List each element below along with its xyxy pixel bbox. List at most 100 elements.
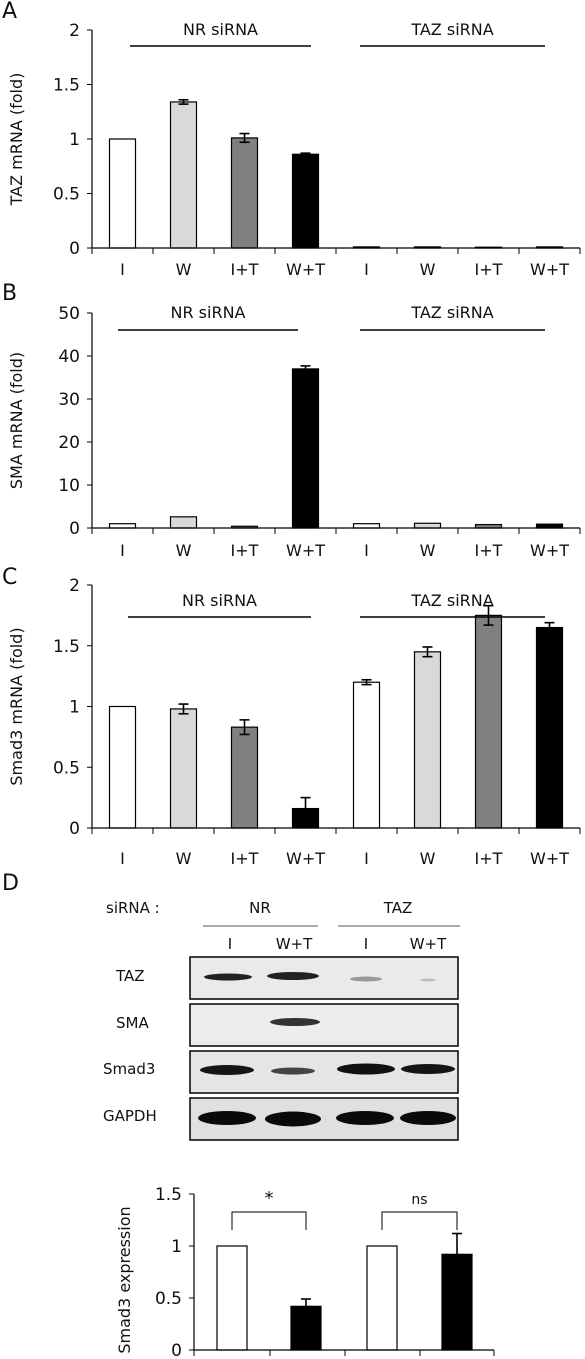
- chart-b: 0 10 20 30 40 50 I W I+T W+T I W I+T W+T SMA mRNA (fo…: [7, 303, 581, 560]
- blot-lane-label-4: W+T: [410, 935, 447, 953]
- bar: [352, 681, 381, 829]
- x-category-label: W+T: [286, 260, 325, 279]
- chart-b-group-label-taz: TAZ siRNA: [410, 303, 493, 322]
- x-category-label: W+T: [530, 541, 569, 560]
- x-category-label: I: [364, 260, 369, 279]
- x-category-label: I: [120, 260, 125, 279]
- blot-band: [336, 1111, 394, 1125]
- bar: [108, 705, 137, 829]
- y-tick-label: 0.5: [53, 185, 80, 205]
- blot-row-label-smad3: Smad3: [103, 1060, 155, 1078]
- bar: [441, 1253, 473, 1351]
- bar: [108, 523, 137, 529]
- blot-band: [204, 973, 252, 981]
- y-tick-label: 1: [69, 698, 80, 718]
- x-category-label: W: [176, 849, 192, 868]
- bar: [169, 101, 198, 249]
- y-tick-label: 1: [171, 1237, 182, 1257]
- y-tick-label: 10: [58, 476, 80, 496]
- y-tick-label: 1.5: [155, 1185, 182, 1205]
- chart-a-group-label-nr: NR siRNA: [183, 20, 258, 39]
- western-blot: siRNA : NR TAZ I W+T I W+T TAZ SMA Smad3…: [103, 899, 460, 1141]
- x-category-label: W+T: [286, 849, 325, 868]
- blot-band: [420, 978, 436, 982]
- blot-row-label-sma: SMA: [116, 1014, 149, 1032]
- x-category-label: W: [420, 541, 436, 560]
- y-tick-label: 1.5: [53, 637, 80, 657]
- blot-band: [271, 1067, 315, 1075]
- x-category-label: I+T: [231, 260, 259, 279]
- x-category-label: W: [176, 541, 192, 560]
- bar: [290, 1305, 322, 1351]
- blot-row-label-taz: TAZ: [115, 967, 145, 985]
- x-category-label: W+T: [530, 260, 569, 279]
- blot-band: [267, 972, 319, 980]
- bar: [366, 1245, 398, 1351]
- bar: [352, 523, 381, 529]
- y-tick-label: 0: [171, 1341, 182, 1359]
- blot-band: [200, 1065, 254, 1075]
- y-tick-label: 0.5: [53, 758, 80, 778]
- blot-row-label-gapdh: GAPDH: [103, 1107, 157, 1125]
- x-category-label: I+T: [475, 849, 503, 868]
- chart-c-group-label-taz: TAZ siRNA: [410, 591, 493, 610]
- bar: [291, 153, 320, 249]
- significance-label: ns: [411, 1192, 427, 1208]
- x-category-label: I: [364, 849, 369, 868]
- bar: [535, 626, 564, 829]
- x-category-label: W+T: [286, 541, 325, 560]
- bar: [291, 368, 320, 529]
- bar: [169, 516, 198, 529]
- blot-band: [401, 1064, 455, 1074]
- y-tick-label: 2: [69, 21, 80, 41]
- blot-lane-label-3: I: [364, 935, 368, 953]
- blot-band: [270, 1018, 320, 1026]
- x-category-label: W+T: [530, 849, 569, 868]
- x-category-label: I+T: [475, 260, 503, 279]
- panel-a-letter: A: [2, 0, 17, 24]
- panel-c-letter: C: [2, 565, 17, 590]
- chart-a: 0 0.5 1 1.5 2 I W I+T W+T I W I+T W+T TAZ mRNA (fold…: [7, 20, 581, 279]
- x-category-label: I+T: [231, 541, 259, 560]
- significance-label: *: [265, 1188, 274, 1209]
- x-category-label: I+T: [231, 849, 259, 868]
- significance-bracket: [381, 1211, 458, 1230]
- x-category-label: I: [364, 541, 369, 560]
- chart-d-y-axis-label: Smad3 expression: [115, 1206, 134, 1353]
- x-category-label: W: [420, 849, 436, 868]
- y-tick-label: 40: [58, 347, 80, 367]
- y-tick-label: 0: [69, 239, 80, 259]
- y-tick-label: 1.5: [53, 76, 80, 96]
- blot-lane-label-2: W+T: [276, 935, 313, 953]
- bar: [413, 522, 442, 529]
- bar: [413, 651, 442, 829]
- y-tick-label: 30: [58, 390, 80, 410]
- blot-band: [350, 976, 382, 982]
- bar: [474, 614, 503, 829]
- chart-c-y-axis-label: Smad3 mRNA (fold): [7, 627, 26, 785]
- x-category-label: W: [176, 260, 192, 279]
- chart-a-group-label-taz: TAZ siRNA: [410, 20, 493, 39]
- blot-frame-sma: [189, 1003, 459, 1047]
- chart-b-y-axis-label: SMA mRNA (fold): [7, 352, 26, 489]
- y-tick-label: 0: [69, 819, 80, 839]
- chart-c: 0 0.5 1 1.5 2 I W I+T W+T I W I+T W+T Smad3 mRNA (fo…: [7, 576, 581, 868]
- panel-d-letter: D: [2, 871, 19, 896]
- blot-group-label-nr: NR: [249, 899, 271, 917]
- chart-a-y-axis-label: TAZ mRNA (fold): [7, 73, 26, 207]
- y-tick-label: 0.5: [155, 1289, 182, 1309]
- significance-bracket: [231, 1211, 307, 1230]
- x-category-label: W: [420, 260, 436, 279]
- blot-lane-label-1: I: [228, 935, 232, 953]
- bar: [230, 726, 259, 829]
- y-tick-label: 1: [69, 130, 80, 150]
- blot-band: [400, 1111, 456, 1125]
- y-tick-label: 2: [69, 576, 80, 596]
- chart-b-group-label-nr: NR siRNA: [171, 303, 246, 322]
- x-category-label: I: [120, 541, 125, 560]
- blot-band: [198, 1111, 256, 1125]
- blot-group-label-taz: TAZ: [383, 899, 413, 917]
- chart-c-group-label-nr: NR siRNA: [182, 591, 257, 610]
- blot-sirna-label: siRNA :: [106, 899, 160, 917]
